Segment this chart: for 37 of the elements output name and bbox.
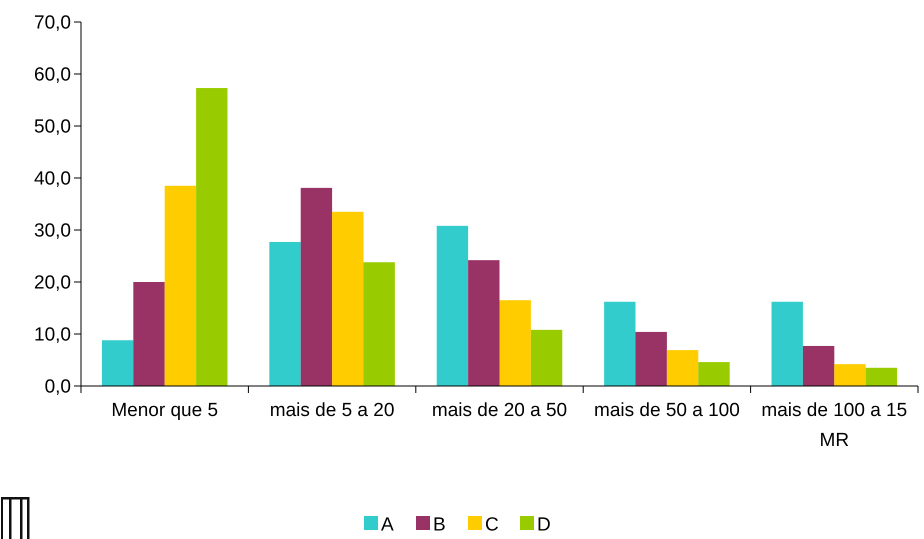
bar [332,212,364,386]
bar [834,364,866,386]
bar [500,300,531,386]
bar [269,242,301,386]
bar [436,226,468,386]
bar [164,186,196,386]
y-tick-label: 40,0 [34,168,71,190]
y-tick-label: 20,0 [34,272,71,294]
y-tick-label: 30,0 [34,220,71,242]
legend-label: C [485,514,499,536]
x-tick-label: mais de 50 a 100 [594,400,740,421]
x-tick-label: mais de 20 a 50 [432,400,568,421]
legend-label: B [433,514,446,536]
bar [604,302,636,386]
bar [802,346,834,386]
y-tick-label: 60,0 [34,64,71,86]
bar [363,262,395,386]
bar [300,188,332,386]
y-tick-label: 10,0 [34,324,71,346]
y-tick-label: 0,0 [44,376,71,398]
bar [636,332,667,386]
bar [196,88,228,386]
x-tick-label: mais de 100 a 15 MR [761,400,908,451]
bar [133,282,165,386]
bar [468,260,500,386]
bar [102,340,134,386]
bar [666,350,698,386]
legend-label: D [537,514,551,536]
bar [866,368,898,386]
y-tick-label: 70,0 [34,12,71,34]
legend-label: A [381,514,394,536]
bar [698,362,730,386]
x-tick-label: mais de 5 a 20 [270,400,394,421]
x-tick-label: Menor que 5 [111,400,218,421]
y-tick-label: 50,0 [34,116,71,138]
bar [772,302,803,386]
bar [530,330,562,386]
